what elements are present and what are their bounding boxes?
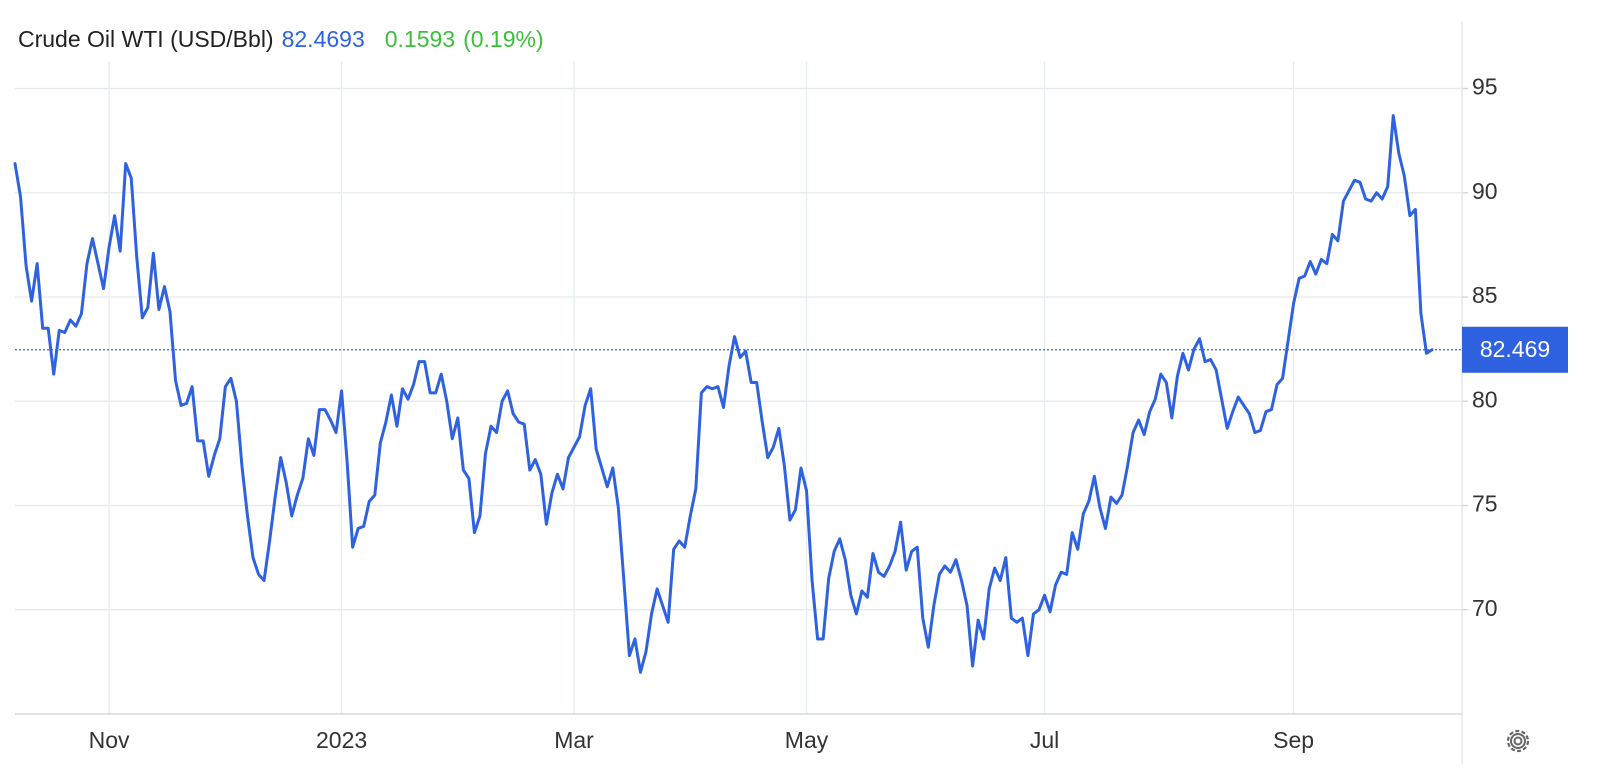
x-tick-label: Mar bbox=[554, 727, 594, 753]
x-tick-label: Sep bbox=[1273, 727, 1314, 753]
x-tick-label: Jul bbox=[1030, 727, 1059, 753]
chart-title: Crude Oil WTI (USD/Bbl) bbox=[18, 26, 274, 52]
price: 82.4693 bbox=[281, 26, 365, 52]
y-tick-label: 70 bbox=[1472, 595, 1498, 621]
current-price-badge bbox=[1462, 326, 1568, 373]
settings-icon[interactable] bbox=[1506, 729, 1530, 753]
change: 0.1593 bbox=[384, 26, 456, 52]
x-tick-label: May bbox=[785, 727, 829, 753]
y-tick-label: 85 bbox=[1472, 282, 1498, 308]
y-tick-label: 75 bbox=[1472, 491, 1498, 517]
chart-header: Crude Oil WTI (USD/Bbl) 82.4693 0.1593 (0.1… bbox=[18, 26, 552, 53]
change-percent: (0.19%) bbox=[463, 26, 544, 52]
y-tick-label: 90 bbox=[1472, 178, 1498, 204]
current-price-label: 82.469 bbox=[1480, 336, 1550, 362]
x-tick-label: 2023 bbox=[316, 727, 367, 753]
x-tick-label: Nov bbox=[89, 727, 130, 753]
y-tick-label: 95 bbox=[1472, 74, 1498, 100]
price-line bbox=[13, 114, 1434, 674]
y-tick-label: 80 bbox=[1472, 386, 1498, 412]
